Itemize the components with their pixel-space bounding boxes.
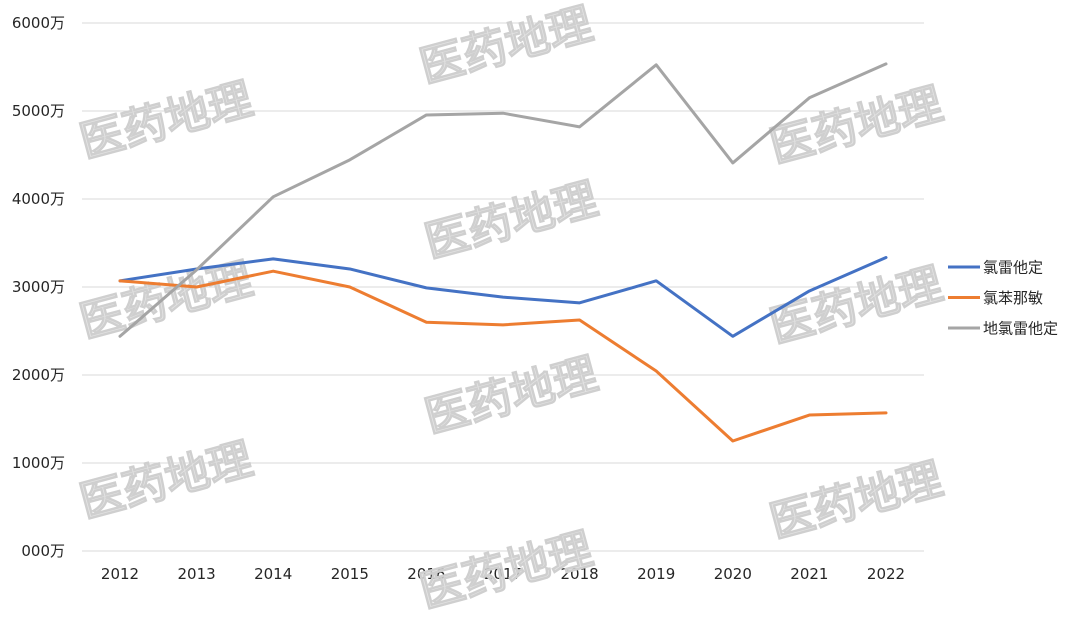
watermark-logo: 医药地理 [765, 454, 948, 549]
y-tick-label: 6000万 [12, 14, 65, 32]
series-lines [118, 62, 888, 443]
x-tick-label: 2015 [331, 565, 369, 583]
x-tick-label: 2016 [407, 565, 445, 583]
x-tick-label: 2014 [254, 565, 292, 583]
x-tick-label: 2021 [790, 565, 828, 583]
y-tick-label: 4000万 [12, 190, 65, 208]
x-tick-label: 2012 [101, 565, 139, 583]
legend-label: 氯雷他定 [983, 259, 1043, 277]
series-line-2 [118, 62, 888, 338]
y-tick-label: 1000万 [12, 454, 65, 472]
x-tick-label: 2019 [637, 565, 675, 583]
watermark-logo: 医药地理 [75, 254, 258, 349]
watermark-logo: 医药地理 [420, 174, 603, 269]
y-tick-label: 5000万 [12, 102, 65, 120]
legend-label: 氯苯那敏 [983, 289, 1043, 307]
x-tick-label: 2018 [561, 565, 599, 583]
legend-label: 地氯雷他定 [983, 320, 1058, 338]
series-line-0 [118, 256, 888, 338]
watermark-logo: 医药地理 [415, 0, 598, 93]
y-tick-label: 2000万 [12, 366, 65, 384]
watermark-logo: 医药地理 [415, 524, 598, 618]
y-tick-label: 3000万 [12, 278, 65, 296]
watermark-logo: 医药地理 [765, 259, 948, 354]
series-line-1 [118, 269, 888, 443]
x-tick-label: 2013 [178, 565, 216, 583]
gridlines [82, 22, 924, 552]
y-axis-ticks: 000万 1000万 2000万 3000万 4000万 5000万 6000万 [12, 14, 65, 560]
watermark-logo: 医药地理 [765, 79, 948, 174]
y-tick-label: 000万 [21, 542, 65, 560]
x-tick-label: 2017 [484, 565, 522, 583]
x-axis-ticks: 2012 2013 2014 2015 2016 2017 2018 2019 2020 2021… [101, 565, 905, 583]
watermark-logo: 医药地理 [75, 434, 258, 529]
watermark-logo: 医药地理 [75, 74, 258, 169]
watermark-logo: 医药地理 [420, 349, 603, 444]
x-tick-label: 2020 [714, 565, 752, 583]
x-tick-label: 2022 [867, 565, 905, 583]
